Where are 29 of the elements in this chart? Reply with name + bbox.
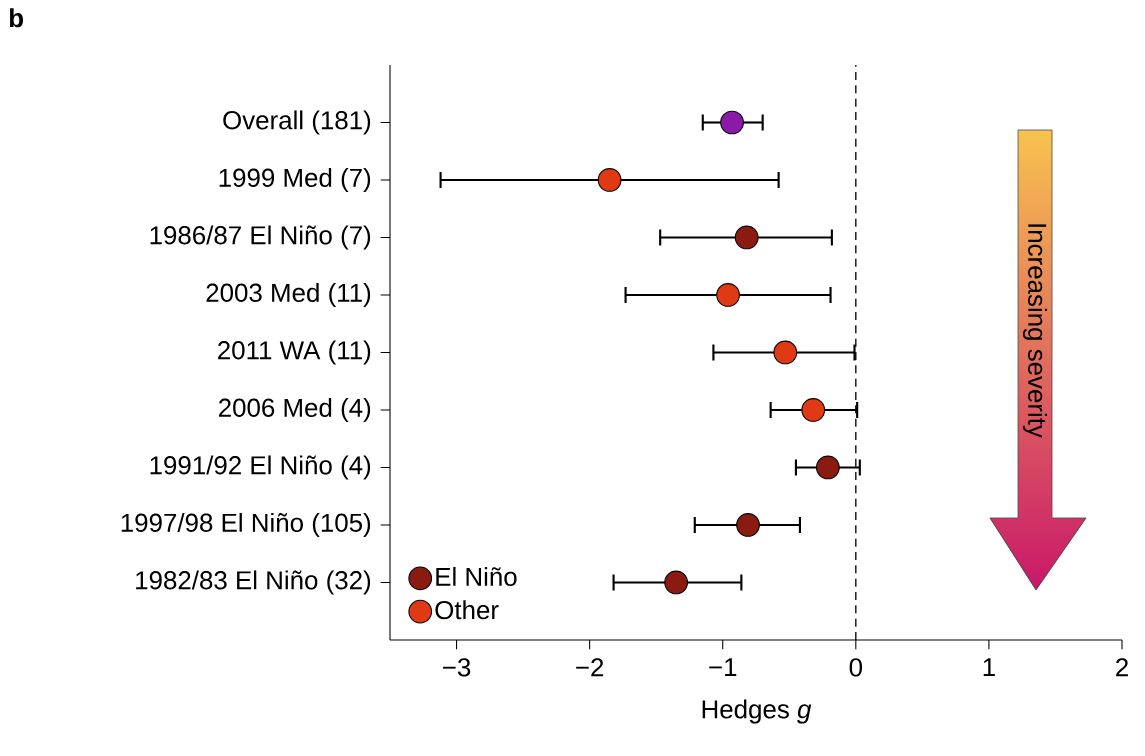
- point: [773, 340, 798, 365]
- y-tick-label: 1991/92 El Niño (4): [150, 455, 371, 480]
- y-tick-label: 2011 WA (11): [218, 340, 371, 365]
- y-tick-label: Overall (181): [223, 110, 371, 135]
- y-tick-label: 1982/83 El Niño (32): [136, 570, 371, 595]
- point: [801, 398, 826, 422]
- point: [716, 283, 740, 307]
- x-tick-label: 1: [983, 658, 995, 677]
- point: [664, 570, 689, 595]
- x-tick-label: −3: [443, 658, 471, 677]
- y-tick-label: 1997/98 El Niño (105): [121, 512, 371, 538]
- x-tick-label: 0: [849, 658, 863, 677]
- point: [597, 168, 622, 192]
- annotation: Increasing severity: [1022, 224, 1048, 438]
- x-tick-label: −1: [709, 658, 737, 677]
- point: [720, 110, 744, 135]
- x-axis-title: Hedges g: [702, 699, 812, 724]
- y-tick-label: 1999 Med (7): [219, 167, 371, 193]
- point: [736, 513, 760, 537]
- text: b: [9, 8, 24, 28]
- legend-label: Other: [435, 600, 499, 620]
- point: [816, 455, 840, 480]
- legend-label: El Niño: [436, 566, 517, 586]
- y-tick-label: 2003 Med (11): [206, 282, 371, 308]
- point: [734, 225, 759, 250]
- y-tick-label: 2006 Med (4): [219, 397, 371, 423]
- y-tick-label: 1986/87 El Niño (7): [150, 225, 371, 250]
- x-tick-label: 2: [1116, 658, 1128, 677]
- x-tick-label: −2: [576, 658, 604, 677]
